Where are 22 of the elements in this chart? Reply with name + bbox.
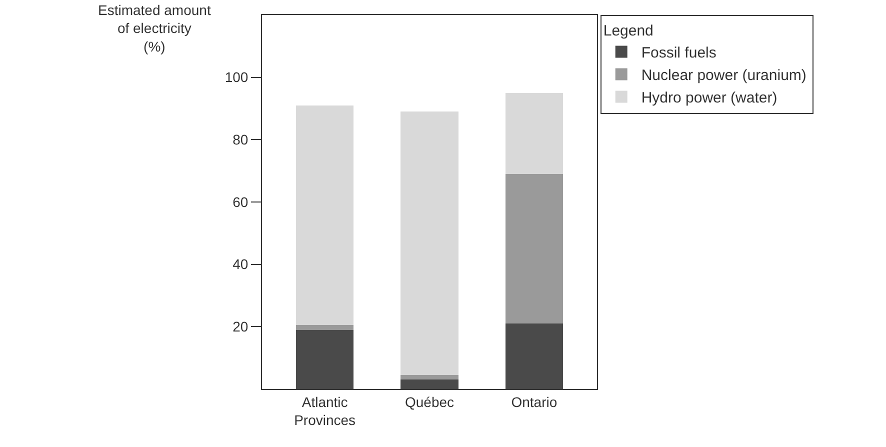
legend-title: Legend <box>603 22 654 40</box>
bar <box>505 174 563 324</box>
y-tick-label: 40 <box>232 256 248 272</box>
bar <box>296 330 354 389</box>
y-tick-label: 80 <box>232 132 248 148</box>
y-tick-label: 20 <box>232 318 248 335</box>
legend-label: Hydro power (water) <box>641 90 778 107</box>
x-tick-label: Québec <box>404 394 454 410</box>
bar <box>505 324 563 389</box>
legend-label: Nuclear power (uranium) <box>641 67 806 84</box>
bar <box>400 374 458 380</box>
x-tick-label: Ontario <box>511 394 558 410</box>
bar <box>505 92 563 174</box>
bar <box>296 325 354 330</box>
bar <box>296 105 354 326</box>
y-axis-title: Estimated amount of electricity (%) <box>98 2 211 54</box>
y-tick-label: 100 <box>224 69 248 86</box>
bar <box>400 380 458 389</box>
bar <box>400 112 458 375</box>
x-tick-label: Atlantic Provinces <box>294 394 356 428</box>
y-tick-label: 60 <box>232 194 248 210</box>
legend-label: Fossil fuels <box>641 44 716 62</box>
